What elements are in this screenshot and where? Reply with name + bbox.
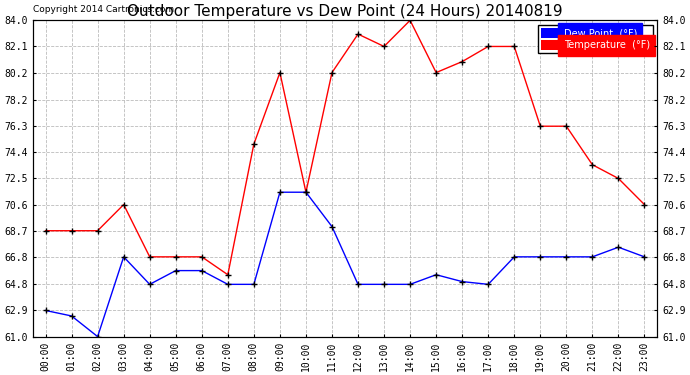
Title: Outdoor Temperature vs Dew Point (24 Hours) 20140819: Outdoor Temperature vs Dew Point (24 Hou…: [127, 4, 563, 19]
Legend: Dew Point  (°F), Temperature  (°F): Dew Point (°F), Temperature (°F): [538, 25, 653, 53]
Text: Copyright 2014 Cartronics.com: Copyright 2014 Cartronics.com: [32, 5, 174, 14]
